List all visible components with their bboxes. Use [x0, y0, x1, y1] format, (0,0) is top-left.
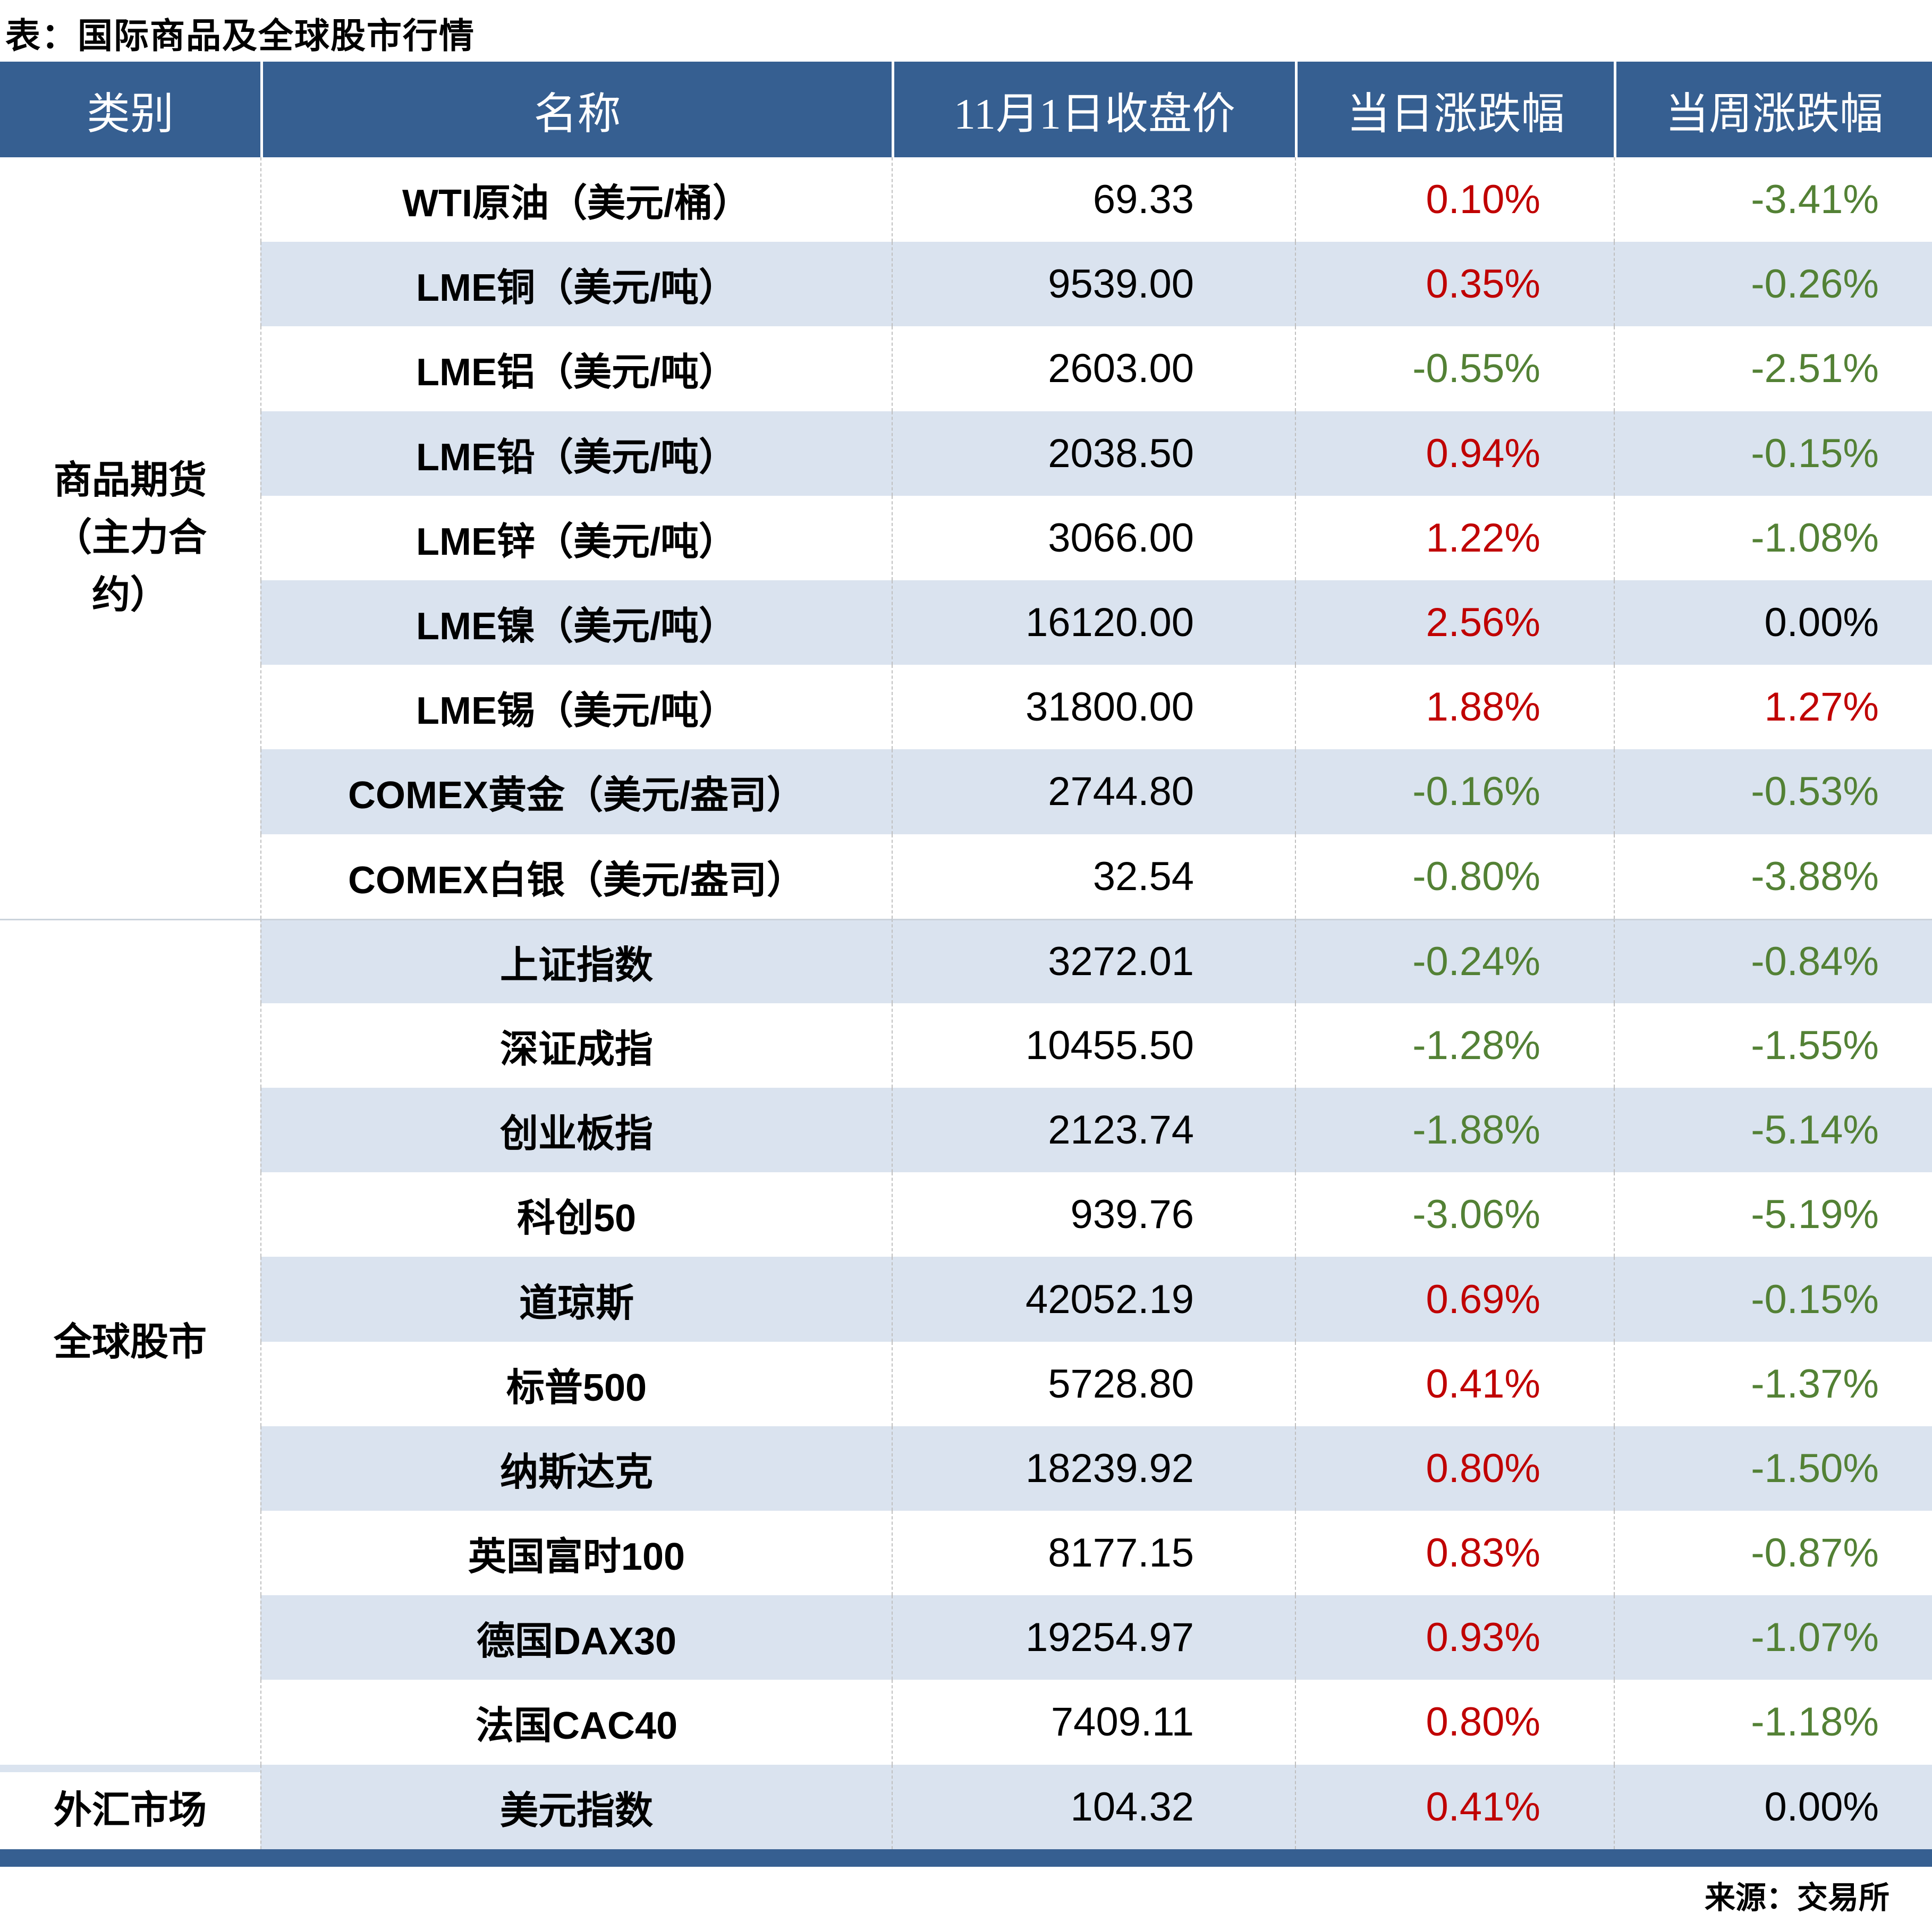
day-change-percent: 0.10% [1295, 157, 1614, 242]
close-price: 2123.74 [892, 1088, 1295, 1173]
week-change-percent: -1.07% [1614, 1595, 1932, 1680]
close-price: 42052.19 [892, 1257, 1295, 1342]
page-title: 表：国际商品及全球股市行情 [5, 16, 475, 55]
instrument-name: 纳斯达克 [260, 1426, 892, 1511]
instrument-name: 创业板指 [260, 1088, 892, 1173]
instrument-name: WTI原油（美元/桶） [260, 157, 892, 242]
header-day-change: 当日涨跌幅 [1295, 62, 1614, 157]
category-label: 外汇市场 [0, 1764, 260, 1849]
day-change-percent: 0.93% [1295, 1595, 1614, 1680]
instrument-name: LME铝（美元/吨） [260, 326, 892, 411]
week-change-percent: -0.53% [1614, 749, 1932, 834]
header-category: 类别 [86, 89, 174, 138]
close-price: 69.33 [892, 157, 1295, 242]
day-change-percent: 0.41% [1295, 1764, 1614, 1849]
close-price: 3272.01 [892, 918, 1295, 1003]
instrument-name: LME锡（美元/吨） [260, 665, 892, 750]
category-label: 全球股市 [0, 918, 260, 1765]
week-change-percent: -1.18% [1614, 1680, 1932, 1765]
day-change-percent: -0.80% [1295, 834, 1614, 919]
week-change-percent: -3.41% [1614, 157, 1932, 242]
close-price: 2603.00 [892, 326, 1295, 411]
instrument-name: 美元指数 [260, 1764, 892, 1849]
week-change-percent: -1.08% [1614, 495, 1932, 580]
instrument-name: 深证成指 [260, 1003, 892, 1088]
close-price: 10455.50 [892, 1003, 1295, 1088]
week-change-percent: -5.19% [1614, 1172, 1932, 1257]
day-change-percent: 0.35% [1295, 242, 1614, 327]
week-change-percent: -1.50% [1614, 1426, 1932, 1511]
week-change-percent: 0.00% [1614, 1764, 1932, 1849]
close-price: 939.76 [892, 1172, 1295, 1257]
day-change-percent: 0.83% [1295, 1511, 1614, 1596]
close-price: 5728.80 [892, 1341, 1295, 1426]
instrument-name: LME锌（美元/吨） [260, 495, 892, 580]
table-body: 商品期货 （主力合 约） WTI原油（美元/桶） 69.33 0.10% -3.41% L… [0, 157, 1932, 1849]
header-close-price: 11月1日收盘价 [892, 62, 1295, 157]
week-change-percent: -1.55% [1614, 1003, 1932, 1088]
close-price: 3066.00 [892, 495, 1295, 580]
instrument-name: LME铜（美元/吨） [260, 242, 892, 327]
instrument-name: 道琼斯 [260, 1257, 892, 1342]
source-note: 来源：交易所 [1704, 1881, 1889, 1915]
week-change-percent: 1.27% [1614, 665, 1932, 750]
header-name: 名称 [260, 62, 892, 157]
day-change-percent: 0.80% [1295, 1680, 1614, 1765]
close-price: 104.32 [892, 1764, 1295, 1849]
instrument-name: 法国CAC40 [260, 1680, 892, 1765]
day-change-percent: -0.16% [1295, 749, 1614, 834]
close-price: 16120.00 [892, 580, 1295, 665]
close-price: 2744.80 [892, 749, 1295, 834]
instrument-name: COMEX白银（美元/盎司） [260, 834, 892, 919]
week-change-percent: -0.87% [1614, 1511, 1932, 1596]
close-price: 31800.00 [892, 665, 1295, 750]
week-change-percent: -0.26% [1614, 242, 1932, 327]
week-change-percent: -0.15% [1614, 411, 1932, 496]
header-week-change: 当周涨跌幅 [1614, 62, 1932, 157]
market-table: 类别 名称 11月1日收盘价 当日涨跌幅 当周涨跌幅 商品期货 （主力合 约） W… [0, 62, 1932, 1849]
day-change-percent: -3.06% [1295, 1172, 1614, 1257]
close-price: 9539.00 [892, 242, 1295, 327]
day-change-percent: 0.41% [1295, 1341, 1614, 1426]
close-price: 19254.97 [892, 1595, 1295, 1680]
day-change-percent: 1.22% [1295, 495, 1614, 580]
instrument-name: 德国DAX30 [260, 1595, 892, 1680]
bottom-border-bar [0, 1849, 1932, 1867]
day-change-percent: 0.94% [1295, 411, 1614, 496]
week-change-percent: -3.88% [1614, 834, 1932, 919]
day-change-percent: -0.24% [1295, 918, 1614, 1003]
day-change-percent: 1.88% [1295, 665, 1614, 750]
week-change-percent: -5.14% [1614, 1088, 1932, 1173]
week-change-percent: -1.37% [1614, 1341, 1932, 1426]
table-header-row: 类别 名称 11月1日收盘价 当日涨跌幅 当周涨跌幅 [0, 62, 1932, 157]
instrument-name: 上证指数 [260, 918, 892, 1003]
instrument-name: 科创50 [260, 1172, 892, 1257]
instrument-name: LME镍（美元/吨） [260, 580, 892, 665]
day-change-percent: 0.80% [1295, 1426, 1614, 1511]
instrument-name: COMEX黄金（美元/盎司） [260, 749, 892, 834]
close-price: 18239.92 [892, 1426, 1295, 1511]
week-change-percent: -0.84% [1614, 918, 1932, 1003]
category-label: 商品期货 （主力合 约） [0, 157, 260, 919]
week-change-percent: -0.15% [1614, 1257, 1932, 1342]
instrument-name: 英国富时100 [260, 1511, 892, 1596]
day-change-percent: 0.69% [1295, 1257, 1614, 1342]
day-change-percent: -1.28% [1295, 1003, 1614, 1088]
day-change-percent: -0.55% [1295, 326, 1614, 411]
day-change-percent: -1.88% [1295, 1088, 1614, 1173]
instrument-name: 标普500 [260, 1341, 892, 1426]
close-price: 8177.15 [892, 1511, 1295, 1596]
week-change-percent: 0.00% [1614, 580, 1932, 665]
week-change-percent: -2.51% [1614, 326, 1932, 411]
close-price: 2038.50 [892, 411, 1295, 496]
day-change-percent: 2.56% [1295, 580, 1614, 665]
close-price: 7409.11 [892, 1680, 1295, 1765]
instrument-name: LME铅（美元/吨） [260, 411, 892, 496]
close-price: 32.54 [892, 834, 1295, 919]
